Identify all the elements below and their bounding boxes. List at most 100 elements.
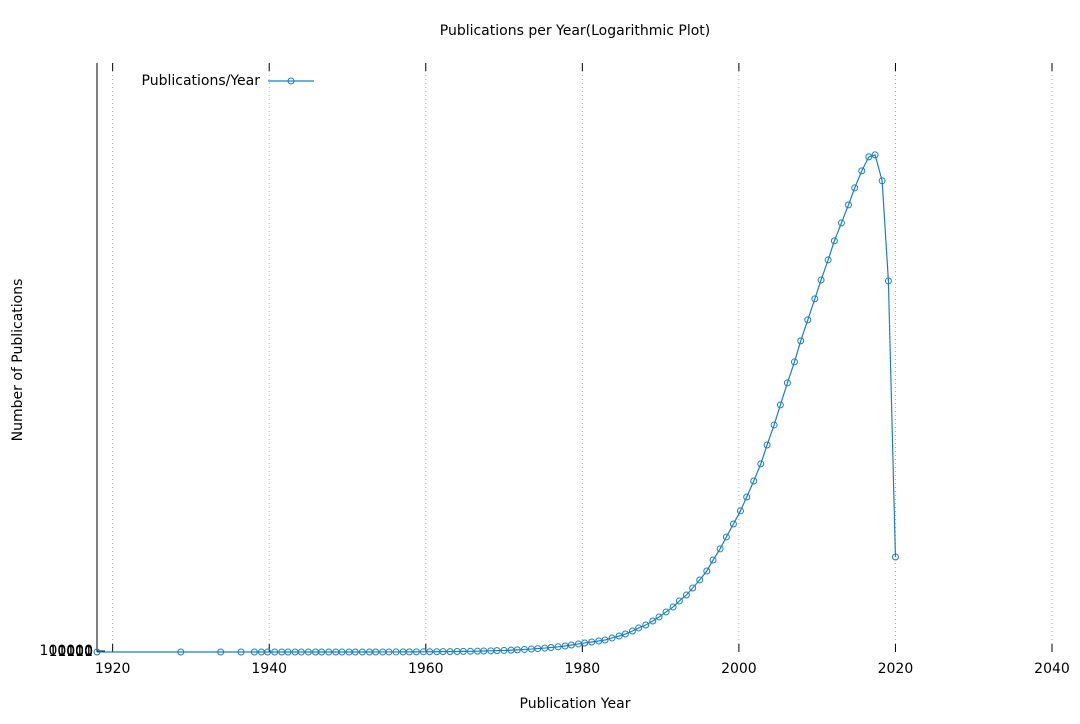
data-point xyxy=(439,648,447,656)
data-point xyxy=(615,632,623,640)
data-point xyxy=(878,177,886,185)
data-point xyxy=(797,337,805,345)
data-point xyxy=(722,533,730,541)
data-point xyxy=(601,636,609,644)
data-point xyxy=(811,295,819,303)
data-point xyxy=(392,648,400,656)
data-point xyxy=(865,153,873,161)
data-point xyxy=(358,648,366,656)
data-point xyxy=(513,646,521,654)
data-point xyxy=(649,617,657,625)
data-point xyxy=(736,507,744,515)
data-point xyxy=(520,645,528,653)
data-point xyxy=(177,648,185,656)
data-point xyxy=(703,567,711,575)
data-point xyxy=(284,648,292,656)
x-tick-label: 1960 xyxy=(408,661,444,677)
data-point xyxy=(757,460,765,468)
data-point xyxy=(716,545,724,553)
data-point xyxy=(217,648,225,656)
data-point xyxy=(770,421,778,429)
data-point xyxy=(567,641,575,649)
data-point xyxy=(655,613,663,621)
data-point xyxy=(581,639,589,647)
data-point xyxy=(871,151,879,159)
data-point xyxy=(554,643,562,651)
data-point xyxy=(709,556,717,564)
data-point xyxy=(466,647,474,655)
data-point xyxy=(250,648,258,656)
y-tick-label: 10 xyxy=(75,644,93,660)
data-point xyxy=(628,627,636,635)
data-point xyxy=(480,647,488,655)
data-point xyxy=(689,584,697,592)
data-point xyxy=(851,184,859,192)
data-point xyxy=(459,647,467,655)
y-tick-label: 10000 xyxy=(48,644,93,660)
x-tick-label: 1940 xyxy=(251,661,287,677)
data-point xyxy=(662,608,670,616)
data-point xyxy=(351,648,359,656)
data-point xyxy=(318,648,326,656)
data-point xyxy=(412,648,420,656)
y-axis-label: Number of Publications xyxy=(10,279,26,442)
y-tick-label: 1 xyxy=(84,644,93,660)
data-point xyxy=(804,316,812,324)
data-point xyxy=(837,219,845,227)
y-tick-label: 100000 xyxy=(40,643,93,659)
data-point xyxy=(776,401,784,409)
legend-marker xyxy=(287,77,295,85)
data-point xyxy=(325,648,333,656)
data-point xyxy=(696,576,704,584)
data-point xyxy=(844,201,852,209)
data-point xyxy=(669,603,677,611)
data-point xyxy=(642,621,650,629)
data-point xyxy=(884,277,892,285)
data-point xyxy=(93,648,101,656)
data-point xyxy=(237,648,245,656)
data-point xyxy=(790,358,798,366)
x-tick-label: 2020 xyxy=(878,661,914,677)
data-point xyxy=(372,648,380,656)
data-point xyxy=(547,643,555,651)
data-point xyxy=(621,630,629,638)
data-point xyxy=(824,256,832,264)
data-point xyxy=(830,237,838,245)
data-point xyxy=(783,379,791,387)
data-point xyxy=(493,647,501,655)
y-tick-label: 100 xyxy=(66,644,93,660)
data-point xyxy=(405,648,413,656)
data-point xyxy=(446,648,454,656)
data-point xyxy=(750,477,758,485)
data-point xyxy=(635,624,643,632)
x-axis-label: Publication Year xyxy=(520,696,631,712)
data-point xyxy=(682,591,690,599)
data-point xyxy=(264,648,272,656)
chart-title: Publications per Year(Logarithmic Plot) xyxy=(440,23,711,39)
data-point xyxy=(891,553,899,561)
x-tick-label: 2000 xyxy=(721,661,757,677)
data-point xyxy=(385,648,393,656)
data-point xyxy=(338,648,346,656)
x-tick-label: 2040 xyxy=(1034,661,1070,677)
data-point xyxy=(500,646,508,654)
data-point xyxy=(729,520,737,528)
data-point xyxy=(297,648,305,656)
data-point xyxy=(304,648,312,656)
x-tick-label: 1980 xyxy=(565,661,601,677)
y-tick-label: 1000 xyxy=(57,644,93,660)
data-point xyxy=(858,167,866,175)
series-line xyxy=(97,154,897,653)
data-point xyxy=(675,597,683,605)
data-point xyxy=(817,276,825,284)
data-point xyxy=(271,648,279,656)
data-point xyxy=(426,648,434,656)
data-point xyxy=(534,645,542,653)
data-point xyxy=(743,493,751,501)
data-point xyxy=(588,638,596,646)
x-tick-label: 1920 xyxy=(95,661,131,677)
data-point xyxy=(608,634,616,642)
data-point xyxy=(763,441,771,449)
legend-label: Publications/Year xyxy=(142,73,261,89)
